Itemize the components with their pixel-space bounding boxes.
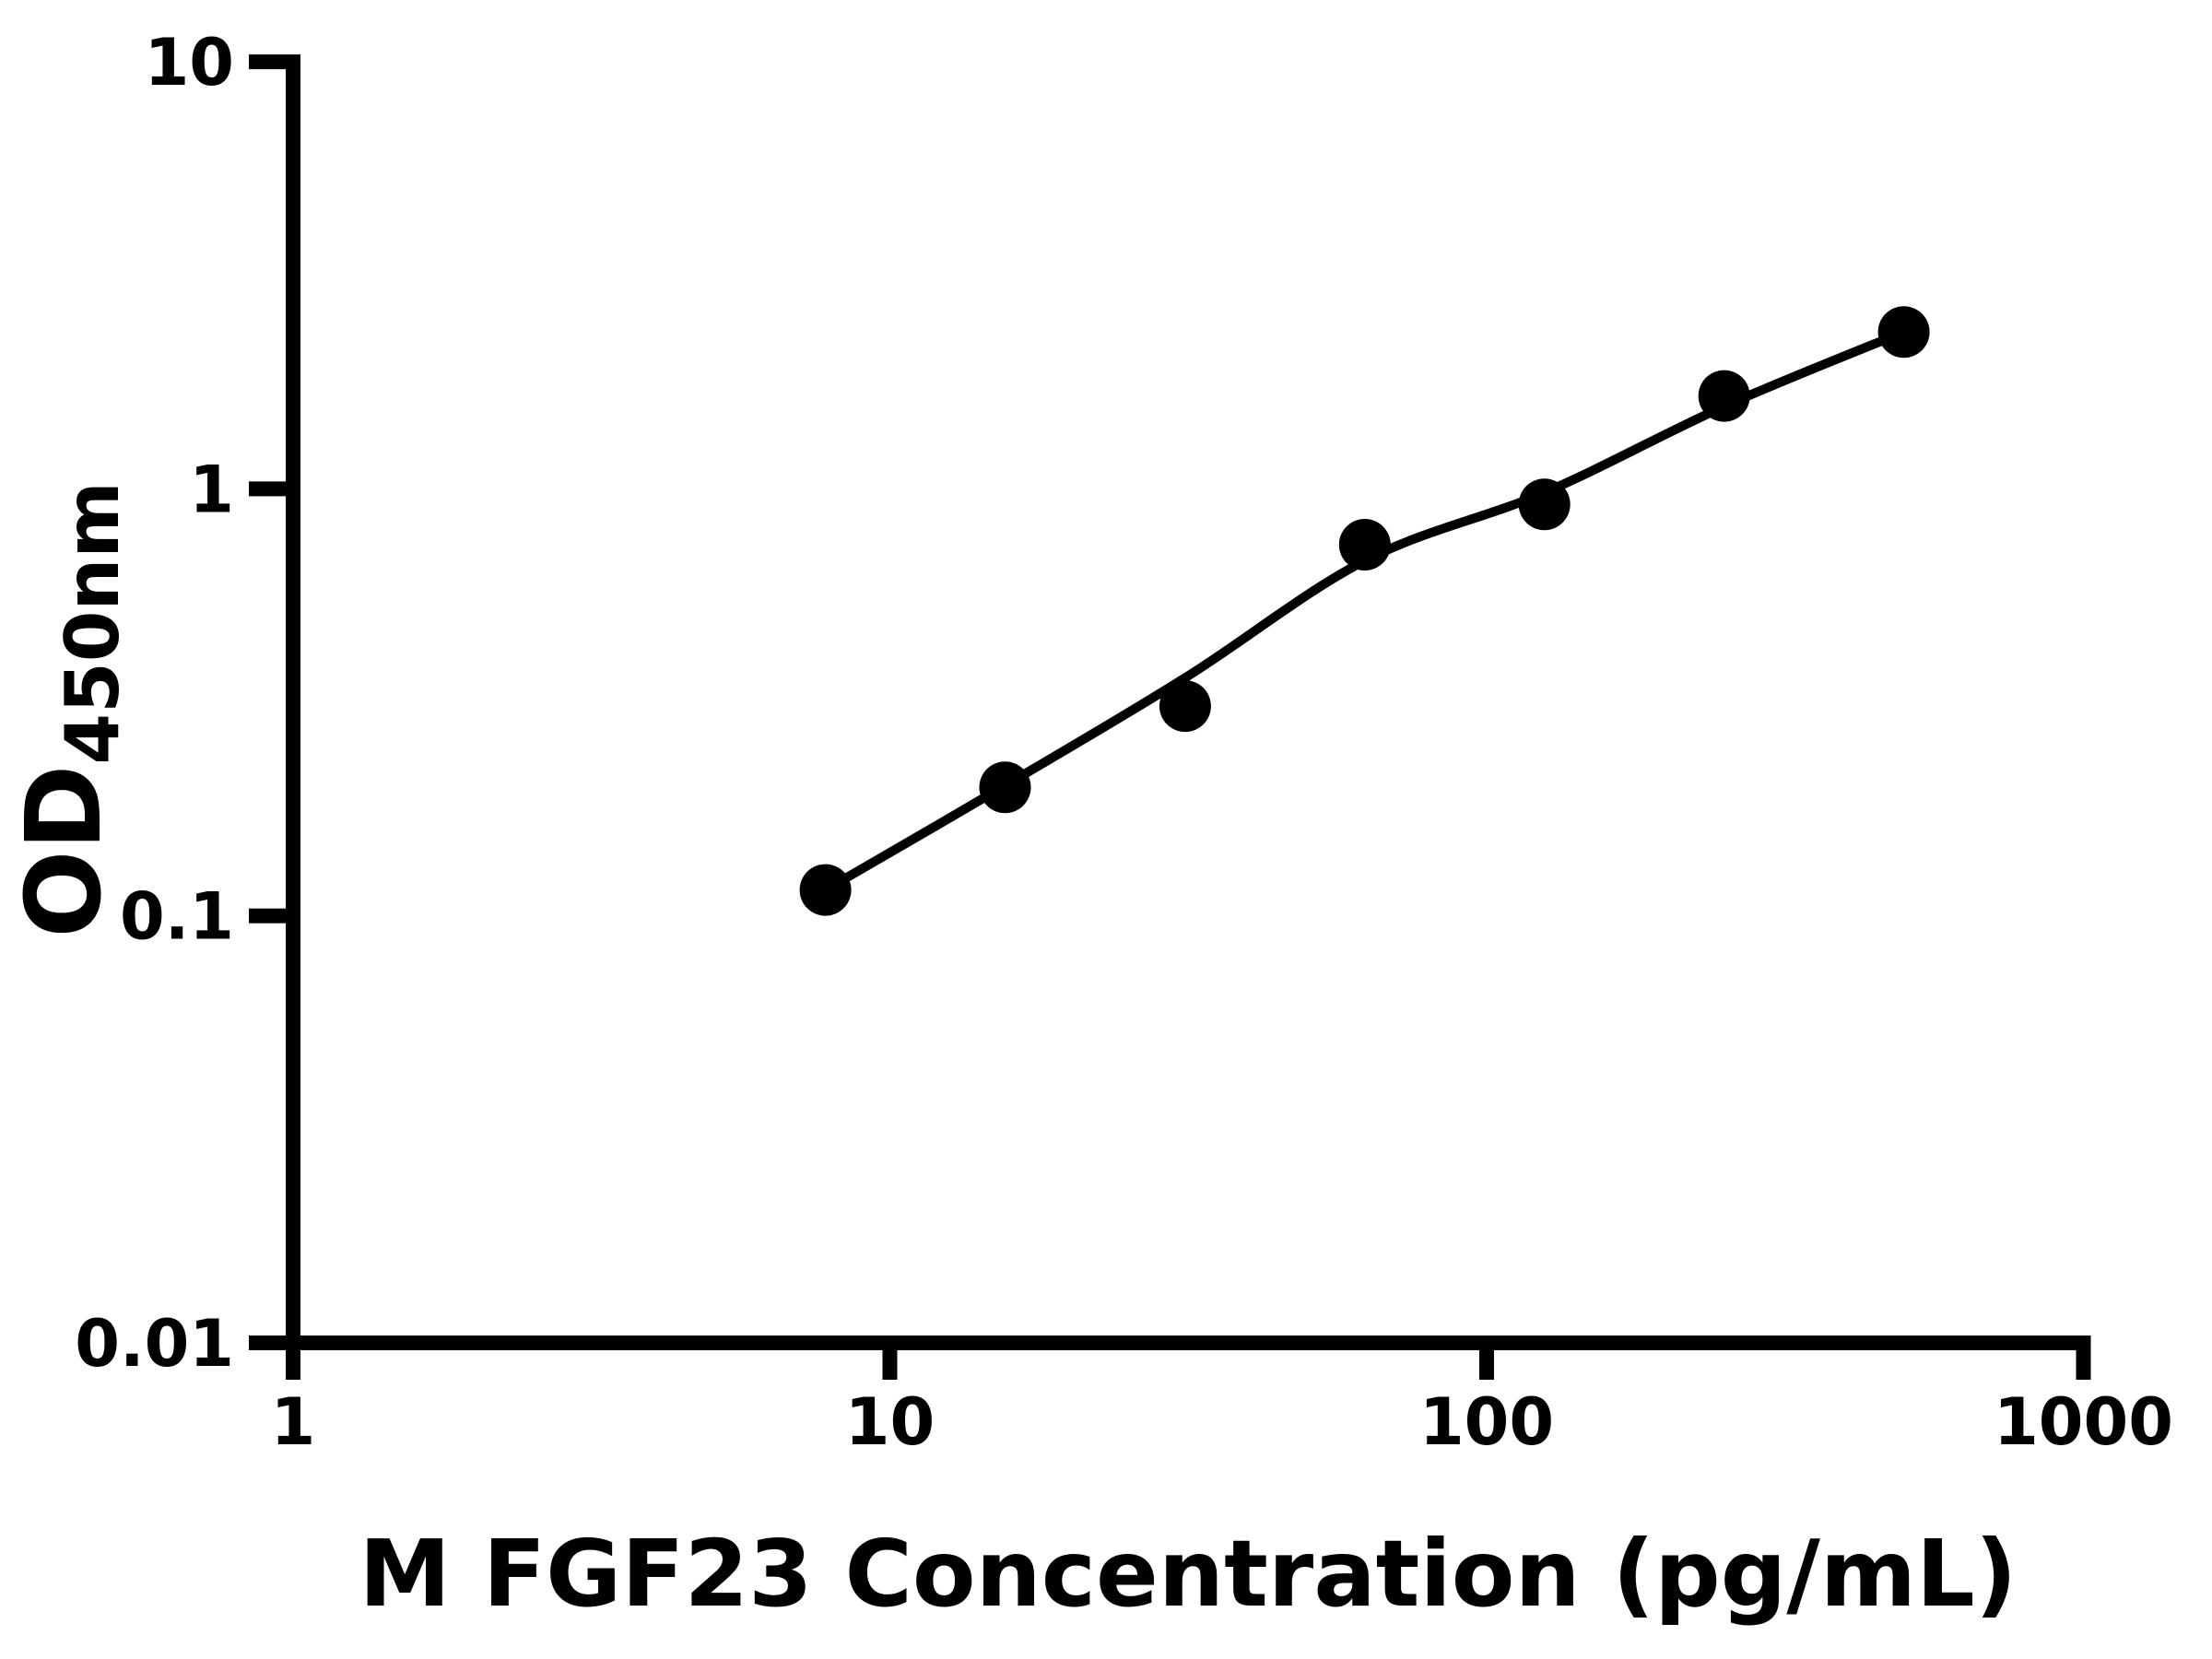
axes xyxy=(286,54,2091,1351)
y-axis-title-main: OD xyxy=(5,765,124,938)
data-point xyxy=(1698,370,1750,422)
x-tick-label: 1 xyxy=(271,1384,316,1460)
y-tick xyxy=(249,54,286,70)
x-axis-title: M FGF23 Concentration (pg/mL) xyxy=(359,1520,2018,1628)
y-tick xyxy=(249,908,286,924)
data-point xyxy=(1518,478,1571,531)
x-tick xyxy=(1479,1343,1494,1380)
x-tick xyxy=(882,1343,898,1380)
y-tick-label: 10 xyxy=(145,25,234,100)
y-axis-line xyxy=(286,54,300,1351)
x-tick-label: 10 xyxy=(845,1384,935,1460)
x-tick xyxy=(286,1343,300,1380)
data-point xyxy=(799,864,852,916)
axis-ticks xyxy=(249,54,2091,1380)
data-point xyxy=(1338,519,1391,571)
axis-tick-labels: 10 1 0.1 0.01 1 10 100 1000 xyxy=(75,25,2173,1460)
data-point xyxy=(979,761,1031,814)
y-tick-label: 0.1 xyxy=(120,879,234,955)
data-series xyxy=(799,306,1930,916)
y-tick xyxy=(249,481,286,497)
y-tick xyxy=(249,1335,286,1350)
y-axis-title-subscript: 450nm xyxy=(50,481,135,764)
x-tick xyxy=(2076,1343,2091,1380)
data-point xyxy=(1877,306,1930,359)
x-tick-label: 1000 xyxy=(1994,1384,2173,1460)
y-tick-label: 0.01 xyxy=(75,1306,234,1382)
data-point xyxy=(1159,680,1211,733)
fit-curve xyxy=(820,327,1909,895)
x-tick-label: 100 xyxy=(1419,1384,1554,1460)
y-tick-label: 1 xyxy=(189,452,234,527)
y-axis-title: OD450nm xyxy=(5,481,135,938)
x-axis-line xyxy=(286,1335,2091,1350)
